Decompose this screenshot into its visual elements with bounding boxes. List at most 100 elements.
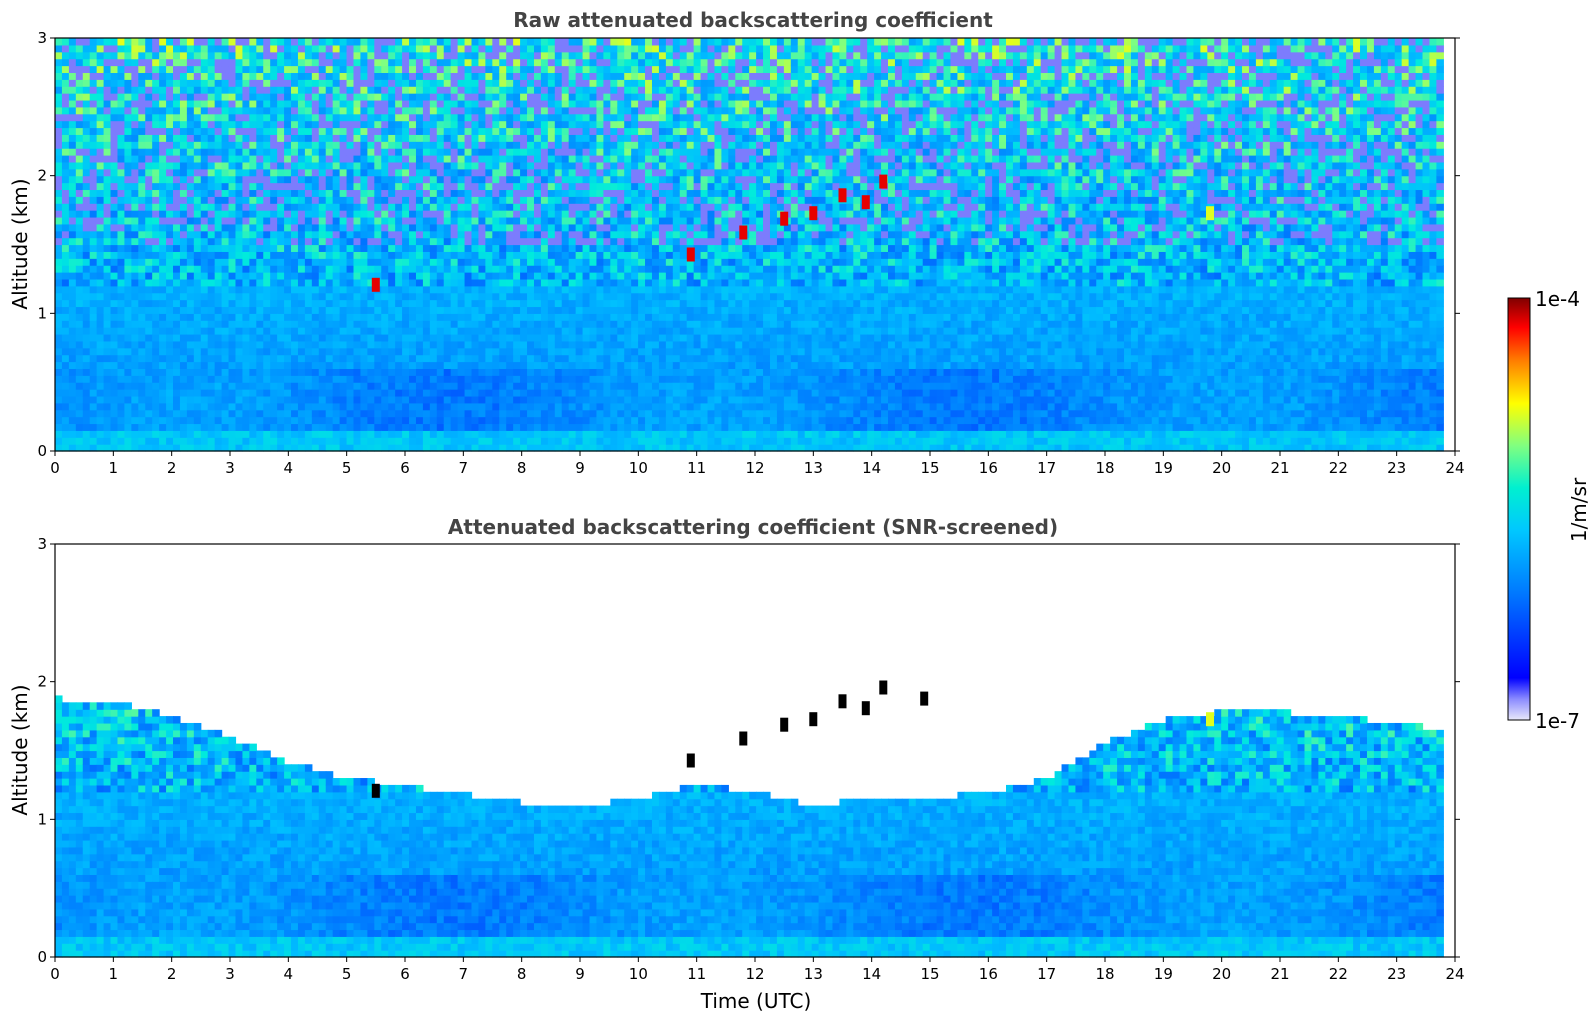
heatmap-cell [284,444,292,452]
heatmap-cell [318,409,327,418]
heatmap-cell [311,299,320,308]
heatmap-cell [75,354,84,363]
heatmap-cell [513,430,521,438]
heatmap-cell [520,299,528,308]
heatmap-cell [450,292,459,301]
heatmap-cell [485,423,493,431]
heatmap-cell [492,44,500,53]
heatmap-cell [284,65,292,74]
heatmap-cell [291,272,299,280]
heatmap-cell [61,127,70,135]
heatmap-cell [520,58,528,67]
heatmap-cell [443,265,452,273]
heatmap-cell [193,409,202,418]
heatmap-cell [207,354,216,363]
heatmap-cell [443,230,452,239]
heatmap-cell [492,99,500,108]
heatmap-cell [173,278,181,287]
heatmap-cell [110,409,119,418]
heatmap-cell [131,430,139,438]
heatmap-cell [554,375,563,383]
heatmap-cell [561,99,570,108]
heatmap-cell [207,347,216,356]
heatmap-cell [179,299,188,308]
heatmap-cell [610,79,618,87]
heatmap-cell [561,265,570,273]
heatmap-cell [263,258,271,266]
heatmap-cell [422,306,431,314]
heatmap-cell [200,361,209,369]
heatmap-cell [450,258,459,266]
heatmap-cell [520,93,528,101]
heatmap-cell [284,258,292,266]
heatmap-cell [575,437,584,445]
heatmap-cell [159,196,167,204]
heatmap-cell [367,327,375,335]
heatmap-cell [325,86,334,94]
heatmap-cell [166,272,174,280]
heatmap-cell [166,182,174,191]
heatmap-cell [353,265,362,273]
heatmap-cell [478,210,486,218]
heatmap-cell [249,382,257,390]
heatmap-cell [242,292,250,301]
heatmap-cell [485,292,493,301]
heatmap-cell [485,402,493,411]
heatmap-cell [159,161,167,170]
heatmap-cell [374,347,382,356]
heatmap-cell [554,320,563,328]
heatmap-cell [277,368,285,376]
heatmap-cell [561,106,570,115]
heatmap-cell [360,127,368,135]
heatmap-cell [520,72,528,80]
heatmap-cell [284,99,292,108]
heatmap-cell [89,148,98,156]
heatmap-cell [117,409,126,418]
heatmap-cell [318,395,327,404]
heatmap-cell [353,237,362,246]
heatmap-cell [388,402,396,411]
heatmap-cell [82,292,91,301]
heatmap-cell [360,402,368,411]
heatmap-cell [256,38,264,46]
heatmap-cell [436,203,445,211]
heatmap-cell [332,258,341,266]
heatmap-cell [617,340,625,349]
heatmap-cell [200,141,209,149]
heatmap-cell [402,375,410,383]
heatmap-cell [235,272,244,280]
heatmap-cell [103,51,112,60]
heatmap-cell [166,120,174,129]
heatmap-cell [589,196,598,204]
heatmap-cell [478,113,486,122]
heatmap-cell [214,251,223,259]
heatmap-cell [388,265,396,273]
heatmap-cell [436,113,445,122]
heatmap-cell [561,210,570,218]
heatmap-cell [499,285,507,294]
heatmap-cell [409,216,417,225]
heatmap-cell [457,368,466,376]
heatmap-cell [513,444,521,452]
heatmap-cell [485,175,493,184]
heatmap-cell [450,203,459,211]
heatmap-cell [478,99,486,108]
heatmap-cell [610,306,618,314]
heatmap-cell [464,333,473,342]
heatmap-cell [374,313,382,321]
heatmap-cell [242,210,250,218]
heatmap-cell [436,333,445,342]
heatmap-cell [450,265,459,273]
heatmap-cell [110,423,119,431]
heatmap-cell [55,395,63,404]
heatmap-cell [471,354,480,363]
heatmap-cell [422,299,431,308]
heatmap-cell [186,141,195,149]
heatmap-cell [464,320,473,328]
heatmap-cell [214,361,223,369]
heatmap-cell [207,44,216,53]
heatmap-cell [186,216,195,225]
heatmap-cell [179,210,188,218]
heatmap-cell [485,368,493,376]
heatmap-cell [277,272,285,280]
